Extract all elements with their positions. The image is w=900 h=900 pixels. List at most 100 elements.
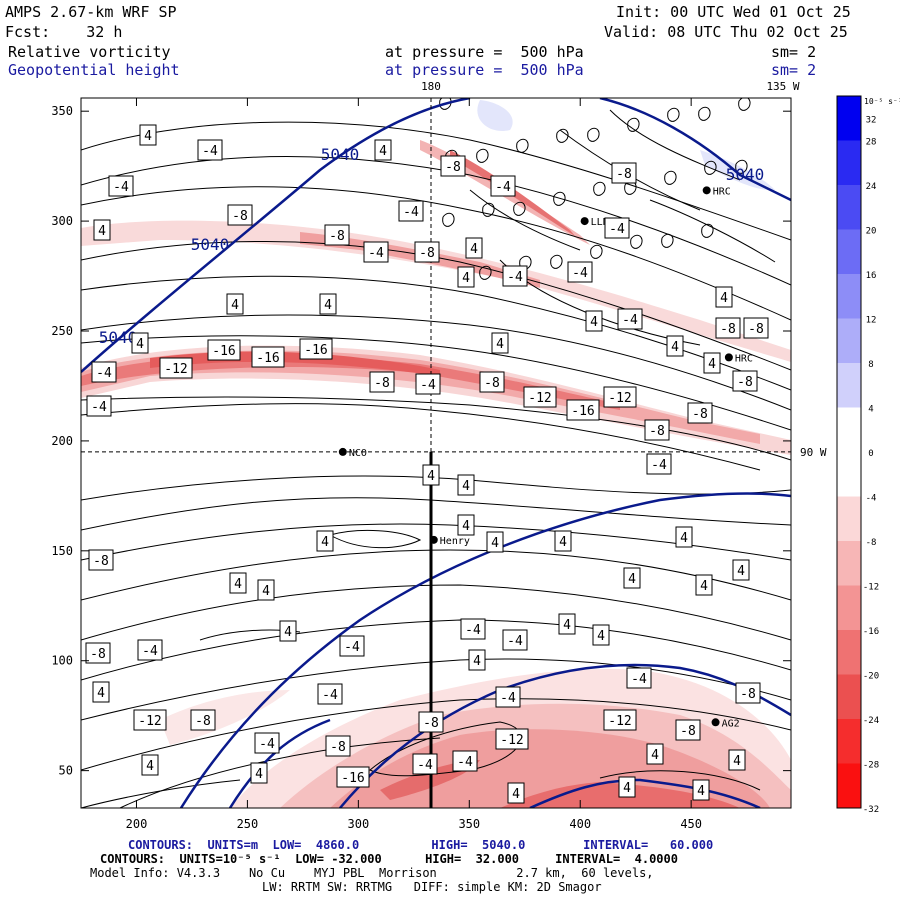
vorticity-label-box — [279, 620, 297, 642]
vorticity-contour — [469, 189, 581, 251]
vorticity-label-box — [507, 782, 525, 804]
vorticity-label: -8 — [419, 246, 435, 261]
colorbar-label: -24 — [863, 716, 879, 726]
vorticity-label-box — [695, 574, 713, 596]
vorticity-label-box — [490, 175, 516, 197]
colorbar-swatch — [837, 229, 861, 274]
vorticity-label: -4 — [142, 644, 158, 659]
colorbar-swatch — [837, 719, 861, 764]
vorticity-label: 4 — [491, 536, 499, 551]
vorticity-label: 4 — [462, 519, 470, 534]
vorticity-label: -12 — [608, 391, 631, 406]
vorticity-label: 4 — [146, 759, 154, 774]
colorbar-swatch — [837, 630, 861, 675]
height-contour — [179, 492, 791, 808]
colorbar-label: -16 — [863, 627, 879, 637]
vorticity-label-box — [207, 339, 241, 361]
vorticity-contour — [81, 779, 241, 808]
station-label: HRC — [735, 353, 753, 364]
vorticity-contour — [587, 127, 600, 142]
vorticity-label: -8 — [90, 647, 106, 662]
vorticity-label: -8 — [748, 322, 764, 337]
vorticity-label: -12 — [500, 733, 523, 748]
meridian-label-180: 180 — [421, 80, 441, 93]
vorticity-contour — [81, 403, 761, 471]
vorticity-label-box — [728, 749, 746, 771]
vorticity-label: -16 — [256, 351, 279, 366]
vorticity-contour — [630, 234, 643, 249]
vorticity-label: 4 — [651, 748, 659, 763]
vorticity-label: -4 — [495, 180, 511, 195]
vorticity-label: 4 — [623, 781, 631, 796]
vorticity-contour — [81, 658, 791, 721]
footer-vort-contours: CONTOURS: UNITS=10⁻⁵ s⁻¹ LOW= -32.000 HI… — [100, 852, 678, 866]
vorticity-label: -4 — [259, 737, 275, 752]
init-time: Init: 00 UTC Wed 01 Oct 25 — [616, 3, 851, 21]
vorticity-label: -4 — [344, 640, 360, 655]
vorticity-label-box — [675, 526, 693, 548]
station-label: NCO — [349, 448, 367, 459]
vorticity-contour — [442, 212, 455, 227]
vorticity-label-box — [468, 649, 486, 671]
vorticity-contour — [81, 497, 791, 531]
vorticity-contour — [593, 181, 606, 196]
vorticity-label-box — [336, 766, 370, 788]
y-tick-label: 300 — [51, 214, 73, 228]
vorticity-label: 4 — [697, 784, 705, 799]
vorticity-label-box — [502, 629, 528, 651]
vorticity-contour — [553, 191, 566, 206]
vorticity-label: 4 — [97, 686, 105, 701]
vorticity-contour — [81, 549, 791, 601]
vorticity-label: 4 — [136, 337, 144, 352]
y-tick-label: 350 — [51, 104, 73, 118]
vorticity-label-box — [415, 373, 441, 395]
vorticity-label-box — [92, 681, 110, 703]
vorticity-label: -12 — [528, 391, 551, 406]
colorbar-swatch — [837, 96, 861, 141]
vorticity-label: 4 — [559, 535, 567, 550]
vorticity-label-box — [592, 624, 610, 646]
height-contour-label: 5040 — [99, 328, 138, 347]
vorticity-label: -4 — [507, 270, 523, 285]
vorticity-label-box — [692, 779, 710, 801]
vorticity-shade-band — [160, 690, 290, 745]
vorticity-label-box — [91, 361, 117, 383]
vorticity-label-box — [131, 332, 149, 354]
footer-physics: LW: RRTM SW: RRTMG DIFF: simple KM: 2D S… — [262, 880, 602, 894]
y-tick-label: 100 — [51, 654, 73, 668]
meridian-label-135w: 135 W — [766, 80, 799, 93]
station-marker — [429, 535, 438, 544]
vorticity-label: 4 — [379, 144, 387, 159]
plot-frame — [80, 97, 792, 809]
vorticity-label: -8 — [232, 209, 248, 224]
colorbar-swatch — [837, 318, 861, 363]
vorticity-contour — [81, 241, 791, 371]
y-tick-label: 150 — [51, 544, 73, 558]
vorticity-label: 4 — [262, 584, 270, 599]
vorticity-contour — [649, 199, 776, 263]
vorticity-label: -8 — [195, 714, 211, 729]
vorticity-label-box — [422, 464, 440, 486]
vorticity-label-box — [325, 735, 351, 757]
colorbar-label: -28 — [863, 761, 879, 771]
vorticity-label-box — [226, 293, 244, 315]
vorticity-label-box — [137, 639, 163, 661]
vorticity-label-box — [465, 237, 483, 259]
vorticity-label-box — [227, 204, 253, 226]
field1-level: at pressure = 500 hPa — [385, 43, 584, 61]
vorticity-shade-band — [81, 345, 791, 455]
height-contour — [81, 98, 471, 373]
vorticity-label: -8 — [329, 229, 345, 244]
field2-level: at pressure = 500 hPa — [385, 61, 584, 79]
colorbar-label: 20 — [866, 227, 877, 237]
vorticity-label: 4 — [671, 340, 679, 355]
vorticity-label: 4 — [708, 357, 716, 372]
vorticity-label: 4 — [462, 479, 470, 494]
vorticity-label: 4 — [284, 625, 292, 640]
vorticity-label-box — [502, 265, 528, 287]
vorticity-label-box — [623, 567, 641, 589]
colorbar-label: 28 — [866, 138, 877, 148]
colorbar-label: 0 — [868, 449, 873, 459]
vorticity-label-box — [732, 559, 750, 581]
colorbar-label: -32 — [863, 805, 879, 815]
